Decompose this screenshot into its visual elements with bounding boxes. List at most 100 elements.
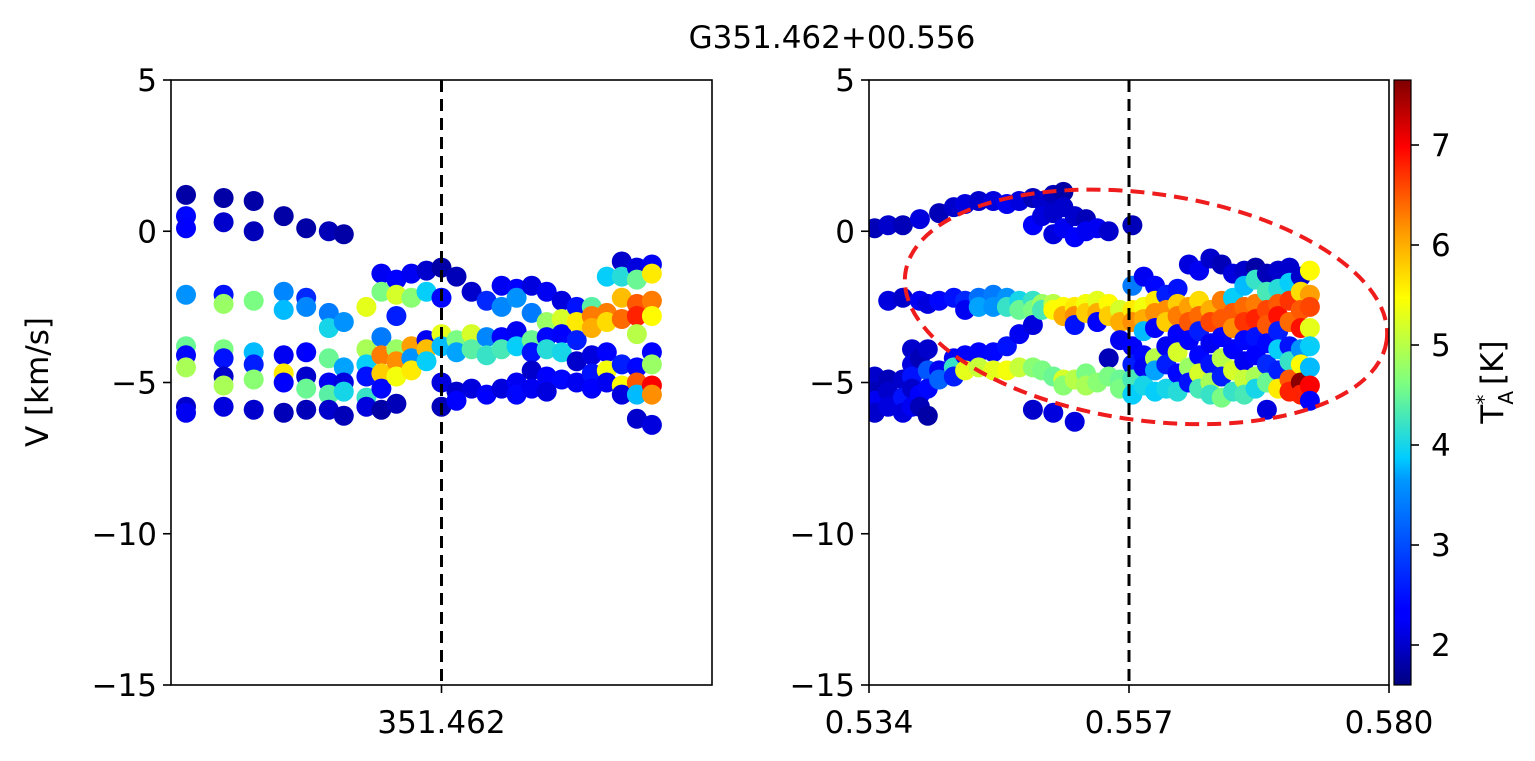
y-tick-label: −5 xyxy=(809,366,855,402)
scatter-point xyxy=(386,306,407,326)
colorbar-tick-label: 6 xyxy=(1431,228,1451,264)
scatter-point xyxy=(968,342,989,363)
scatter-point xyxy=(611,309,632,329)
scatter-point xyxy=(506,321,527,342)
scatter-point xyxy=(476,327,497,348)
scatter-point xyxy=(536,281,557,302)
scatter-point xyxy=(1043,402,1064,423)
scatter-point xyxy=(611,287,632,308)
scatter-point xyxy=(1299,336,1320,357)
y-tick-label: −5 xyxy=(111,366,157,402)
latitude-velocity-panel: 5 0 −5 −10 −150.534 0.557 0.580 xyxy=(790,63,1434,741)
scatter-point xyxy=(296,399,317,420)
scatter-point xyxy=(273,281,294,302)
y-tick-label: 0 xyxy=(137,214,157,250)
scatter-point xyxy=(386,366,407,387)
scatter-point xyxy=(476,345,497,366)
scatter-point xyxy=(213,212,234,233)
colorbar-label-sub: A xyxy=(1494,391,1518,405)
scatter-point xyxy=(416,351,437,372)
scatter-point xyxy=(371,363,392,384)
scatter-point xyxy=(566,330,587,351)
scatter-point xyxy=(371,378,392,399)
scatter-point xyxy=(273,372,294,393)
scatter-point xyxy=(626,408,647,429)
scatter-point xyxy=(318,348,339,369)
y-tick-label: −15 xyxy=(790,668,855,704)
scatter-point xyxy=(566,296,587,317)
scatter-point xyxy=(611,384,632,405)
scatter-point xyxy=(401,360,422,381)
y-axis-label: V [km/s] xyxy=(20,317,56,447)
scatter-point xyxy=(536,366,557,387)
y-tick-label: 0 xyxy=(835,214,855,250)
scatter-point xyxy=(611,266,632,287)
scatter-point xyxy=(551,342,572,363)
scatter-point xyxy=(581,363,602,384)
scatter-point xyxy=(1098,348,1119,369)
scatter-point xyxy=(491,296,512,317)
scatter-point xyxy=(521,378,542,399)
scatter-point xyxy=(386,284,407,305)
scatter-point xyxy=(446,266,467,287)
scatter-point xyxy=(1299,260,1320,281)
scatter-point xyxy=(1299,357,1320,378)
longitude-velocity-panel: 5 0 −5 −10 −15 351.462 V [km/s] xyxy=(20,63,713,741)
scatter-point xyxy=(641,414,662,435)
scatter-point xyxy=(431,372,452,393)
scatter-point xyxy=(641,306,662,326)
scatter-point xyxy=(273,345,294,366)
scatter-point xyxy=(626,384,647,405)
colorbar-label-main: T xyxy=(1475,404,1511,425)
scatter-point xyxy=(551,309,572,329)
scatter-point xyxy=(892,215,913,236)
scatter-point xyxy=(1299,318,1320,338)
scatter-point xyxy=(626,324,647,345)
scatter-point xyxy=(596,342,617,363)
scatter-point xyxy=(536,381,557,402)
scatter-point xyxy=(273,402,294,423)
x-tick-label: 351.462 xyxy=(377,705,505,741)
scatter-point xyxy=(1022,315,1043,335)
scatter-point xyxy=(1299,296,1320,317)
scatter-point xyxy=(333,381,354,402)
scatter-point xyxy=(356,296,377,317)
scatter-point xyxy=(536,312,557,332)
scatter-point xyxy=(968,296,989,317)
scatter-point xyxy=(892,287,913,308)
scatter-point xyxy=(318,399,339,420)
colorbar-tick-label: 2 xyxy=(1431,628,1451,664)
scatter-point xyxy=(446,342,467,363)
scatter-point xyxy=(596,312,617,332)
colorbar: 2 3 4 5 6 7 T*A [K] xyxy=(1393,79,1518,686)
scatter-point xyxy=(1098,221,1119,242)
scatter-point xyxy=(371,263,392,284)
colorbar-gradient xyxy=(1393,79,1412,686)
scatter-point xyxy=(521,275,542,296)
x-tick-label: 0.580 xyxy=(1345,705,1434,741)
scatter-point xyxy=(1053,181,1074,202)
scatter-point xyxy=(213,348,234,369)
scatter-point xyxy=(909,209,930,230)
scatter-point xyxy=(371,345,392,366)
scatter-point xyxy=(551,290,572,311)
scatter-point xyxy=(476,290,497,311)
scatter-point xyxy=(506,336,527,357)
scatter-point xyxy=(431,257,452,278)
scatter-point xyxy=(878,215,899,236)
scatter-point xyxy=(506,384,527,405)
scatter-point xyxy=(401,287,422,308)
scatter-point xyxy=(243,290,264,311)
scatter-point xyxy=(1299,375,1320,396)
scatter-point xyxy=(641,290,662,311)
scatter-point xyxy=(401,263,422,284)
scatter-point xyxy=(1064,411,1085,432)
scatter-point xyxy=(521,302,542,323)
scatter-point xyxy=(641,263,662,284)
colorbar-label-unit: [K] xyxy=(1475,340,1511,385)
scatter-point xyxy=(626,269,647,290)
x-tick-label: 0.534 xyxy=(825,705,914,741)
scatter-point xyxy=(318,318,339,338)
figure-title: G351.462+00.556 xyxy=(689,20,976,56)
scatter-point xyxy=(461,324,482,345)
